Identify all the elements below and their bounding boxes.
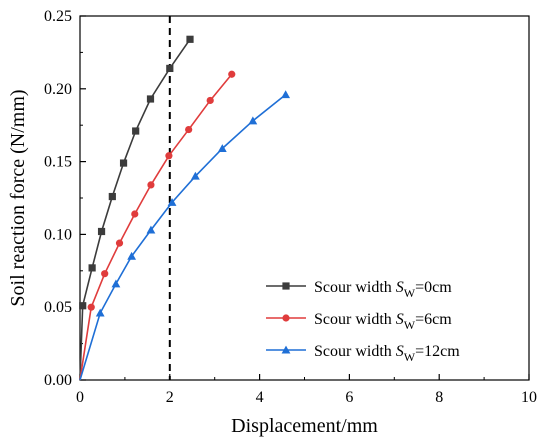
data-point [97, 227, 106, 236]
data-point [146, 225, 156, 234]
legend-label: Scour width SW=12cm [314, 343, 460, 364]
data-point [248, 116, 258, 125]
data-point [217, 144, 227, 153]
data-point [166, 64, 174, 73]
x-tick-label: 4 [256, 389, 264, 406]
legend-marker [282, 314, 290, 322]
data-point [147, 181, 155, 189]
y-tick-label: 0.05 [44, 299, 72, 316]
data-point [119, 159, 128, 167]
x-axis-title: Displacement/mm [231, 415, 378, 437]
data-point [115, 239, 124, 247]
tick-labels: 0 2 4 6 8 10 0.00 0.05 0.10 0.15 0.20 0.25 [44, 8, 537, 406]
data-point [88, 264, 96, 272]
legend-item: Scour width SW=6cm [266, 311, 452, 332]
x-tick-label: 2 [166, 389, 174, 406]
data-point [146, 95, 155, 103]
y-axis-title: Soil reaction force (N/mm) [7, 89, 29, 306]
plot-frame [79, 15, 530, 381]
x-tick-label: 8 [435, 389, 443, 406]
series-layer [79, 35, 291, 381]
data-point [131, 210, 139, 218]
series-line [79, 73, 233, 381]
y-tick-label: 0.00 [44, 372, 72, 389]
data-point [101, 270, 109, 278]
legend-marker [281, 345, 291, 354]
y-tick-label: 0.20 [44, 81, 72, 98]
x-tick-label: 0 [76, 389, 84, 406]
legend-label: Scour width SW=0cm [314, 279, 452, 300]
legend-label: Scour width SW=6cm [314, 311, 452, 332]
data-point [132, 127, 140, 135]
axis-ticks [79, 15, 530, 381]
y-tick-label: 0.15 [44, 154, 72, 171]
data-point [228, 70, 236, 78]
legend: Scour width SW=0cm Scour width SW=6cm Scou… [266, 279, 460, 364]
x-tick-label: 6 [345, 389, 353, 406]
data-point [186, 35, 194, 43]
series-0 [79, 35, 194, 381]
series-line [79, 93, 287, 381]
data-point [127, 251, 137, 260]
y-tick-label: 0.25 [44, 8, 72, 25]
legend-item: Scour width SW=0cm [266, 279, 452, 300]
data-point [206, 96, 214, 105]
data-point [79, 302, 87, 310]
legend-item: Scour width SW=12cm [266, 343, 460, 364]
series-2 [79, 90, 291, 381]
data-point [167, 197, 177, 206]
x-tick-label: 10 [521, 389, 537, 406]
data-point [95, 308, 105, 317]
data-point [111, 279, 121, 288]
series-1 [79, 70, 236, 381]
y-tick-label: 0.10 [44, 226, 72, 243]
data-point [190, 171, 200, 180]
legend-marker [282, 282, 290, 290]
data-point [108, 192, 116, 201]
data-point [281, 90, 291, 99]
data-point [185, 125, 193, 134]
data-point [165, 152, 173, 160]
data-point [87, 303, 95, 311]
series-line [79, 38, 191, 381]
